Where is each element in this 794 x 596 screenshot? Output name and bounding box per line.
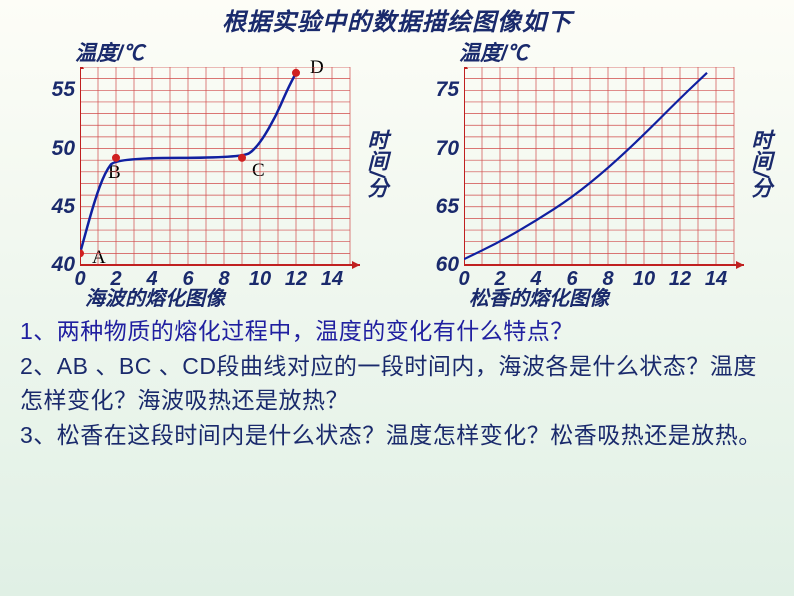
y-tick: 75 xyxy=(419,78,459,102)
y-axis-label: 温度/℃ xyxy=(75,37,144,67)
y-tick: 50 xyxy=(35,137,75,161)
chart-svg xyxy=(80,67,364,275)
data-point xyxy=(292,69,300,77)
x-axis-label: 时间/分 xyxy=(361,129,391,198)
data-point xyxy=(80,249,84,257)
y-tick: 60 xyxy=(419,253,459,277)
y-tick: 55 xyxy=(35,78,75,102)
data-curve xyxy=(464,73,707,259)
y-tick: 40 xyxy=(35,253,75,277)
charts-row: 温度/℃时间/分海波的熔化图像4045505502468101214ABCD 温… xyxy=(0,39,794,309)
chart-svg xyxy=(464,67,748,275)
question-3: 3、松香在这段时间内是什么状态？温度怎样变化？松香吸热还是放热。 xyxy=(20,419,774,452)
question-2: 2、AB 、BC 、CD段曲线对应的一段时间内，海波各是什么状态？温度怎样变化？… xyxy=(20,350,774,417)
chart-haibo: 温度/℃时间/分海波的熔化图像4045505502468101214ABCD xyxy=(25,39,385,309)
x-axis-label: 时间/分 xyxy=(745,129,775,198)
y-axis-label: 温度/℃ xyxy=(459,37,528,67)
chart-songxiang: 温度/℃时间/分松香的熔化图像6065707502468101214 xyxy=(409,39,769,309)
data-point xyxy=(112,154,120,162)
y-tick: 65 xyxy=(419,195,459,219)
page-title: 根据实验中的数据描绘图像如下 xyxy=(0,0,794,37)
question-1: 1、两种物质的熔化过程中，温度的变化有什么特点？ xyxy=(20,315,774,348)
questions-block: 1、两种物质的熔化过程中，温度的变化有什么特点？ 2、AB 、BC 、CD段曲线… xyxy=(0,309,794,452)
y-tick: 70 xyxy=(419,137,459,161)
y-tick: 45 xyxy=(35,195,75,219)
data-point xyxy=(238,154,246,162)
